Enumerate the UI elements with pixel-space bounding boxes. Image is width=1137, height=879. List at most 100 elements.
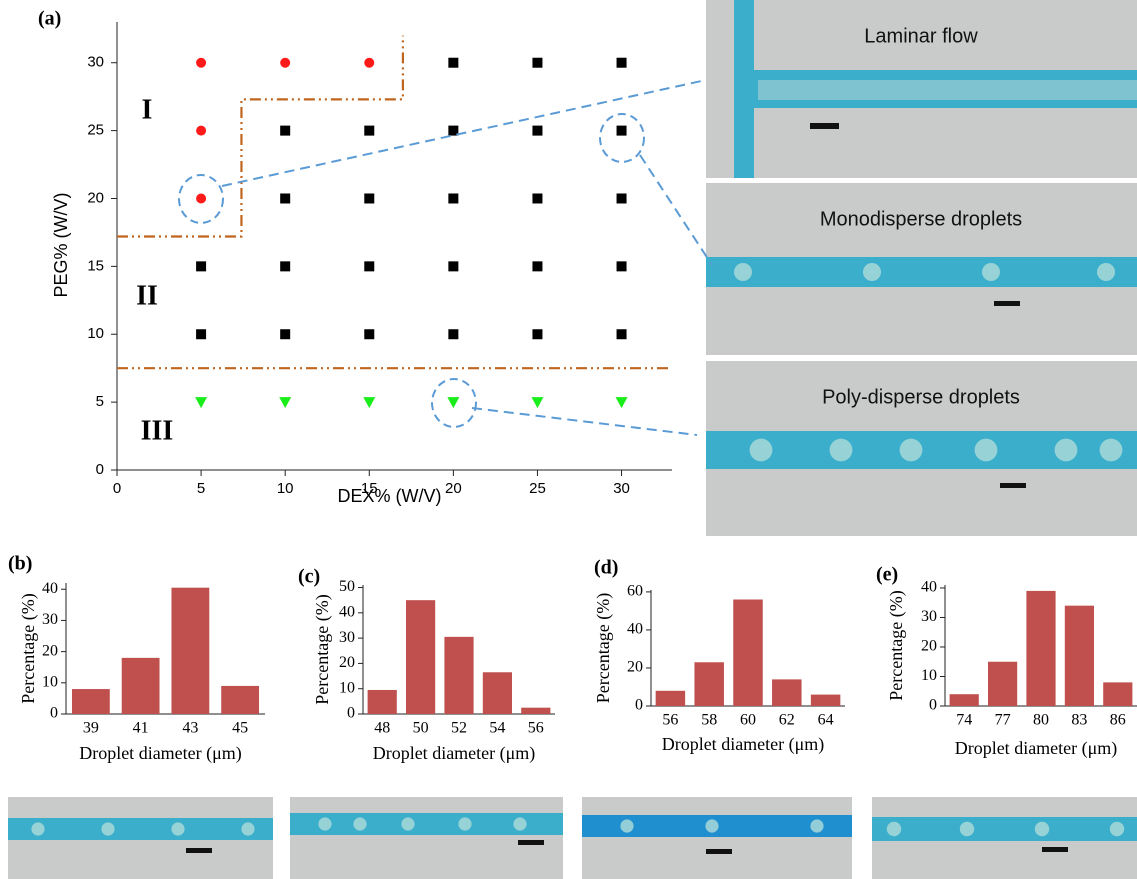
droplet [1097,263,1115,281]
bar [656,691,685,706]
scale-bar [706,849,732,854]
channel [758,80,1137,100]
point [364,261,374,271]
x-axis-title: Droplet diameter (μm) [79,743,242,764]
bar [406,600,435,714]
bar [171,588,209,714]
droplet [353,817,366,830]
scale-bar [186,848,212,853]
point [364,329,374,339]
droplet [975,439,998,462]
y-tick-label: 20 [87,189,104,206]
x-tick-label: 64 [818,712,834,729]
droplet [810,819,823,832]
y-tick-label: 40 [627,621,643,638]
point [617,193,627,203]
droplet [101,822,114,835]
micrograph [290,797,563,879]
point [448,193,458,203]
scale-bar [994,301,1020,306]
point [196,261,206,271]
droplet [31,822,44,835]
scale-bar [518,840,544,845]
x-axis-title: DEX% (W/V) [337,486,441,506]
y-tick-label: 15 [87,257,104,274]
bar [733,600,762,706]
droplet [458,817,471,830]
x-tick-label: 48 [374,720,390,737]
highlight [600,114,644,162]
droplet [318,817,331,830]
droplet [1110,822,1124,836]
bar [950,694,979,706]
y-axis-title: PEG% (W/V) [51,192,71,297]
bar [122,658,160,714]
bar [694,662,723,706]
scale-bar [1000,483,1026,488]
y-tick-label: 20 [42,642,58,659]
y-tick-label: 30 [87,54,104,71]
bar [368,690,397,714]
bar [988,662,1017,706]
y-tick-label: 10 [42,673,58,690]
droplet [887,822,901,836]
point [364,58,374,68]
droplet [900,439,923,462]
x-tick-label: 86 [1110,712,1126,729]
x-axis-title: Droplet diameter (μm) [662,734,825,755]
droplet [830,439,853,462]
channel [706,257,1137,287]
point [448,261,458,271]
y-axis-title: Percentage (%) [312,594,333,704]
micrograph-caption: Monodisperse droplets [820,208,1022,230]
x-tick-label: 74 [956,712,972,729]
y-axis-title: Percentage (%) [593,593,614,703]
droplet [1055,439,1078,462]
y-tick-label: 40 [339,603,355,620]
x-tick-label: 56 [528,720,544,737]
panel-label: (e) [876,564,898,586]
bar [1103,682,1132,706]
region-label: II [136,280,158,311]
point [447,397,459,408]
bar [521,708,550,714]
bar [72,689,110,714]
x-tick-label: 20 [445,480,462,497]
bar [221,686,259,714]
connector [222,80,706,186]
point [617,329,627,339]
point [196,329,206,339]
droplet [734,263,752,281]
point [280,329,290,339]
x-tick-label: 56 [662,712,678,729]
x-tick-label: 45 [232,720,248,737]
y-tick-label: 20 [339,654,355,671]
x-tick-label: 50 [413,720,429,737]
point [617,58,627,68]
x-axis-title: Droplet diameter (μm) [373,743,536,764]
droplet [620,819,633,832]
connector [472,408,697,435]
y-tick-label: 30 [339,629,355,646]
point [195,397,207,408]
x-tick-label: 54 [489,720,505,737]
point [364,126,374,136]
y-tick-label: 60 [627,583,643,600]
point [279,397,291,408]
droplet [513,817,526,830]
bar [1026,591,1055,706]
region-label: III [141,415,174,446]
y-tick-label: 20 [921,638,937,655]
y-tick-label: 10 [87,325,104,342]
x-tick-label: 80 [1033,712,1049,729]
y-axis-title: Percentage (%) [18,593,39,703]
panel-label: (b) [8,553,32,575]
point [532,58,542,68]
bar [1065,606,1094,706]
scale-bar [1042,847,1068,852]
point [363,397,375,408]
droplet [982,263,1000,281]
x-tick-label: 52 [451,720,467,737]
x-tick-label: 30 [613,480,630,497]
y-tick-label: 10 [339,679,355,696]
